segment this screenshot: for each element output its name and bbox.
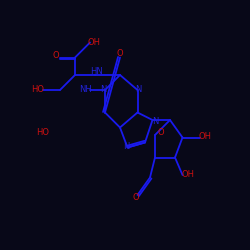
Text: HO: HO — [32, 86, 44, 94]
Text: HO: HO — [36, 128, 49, 137]
Text: OH: OH — [181, 170, 194, 179]
Text: HN: HN — [90, 67, 103, 76]
Text: OH: OH — [87, 38, 100, 47]
Text: OH: OH — [198, 132, 211, 141]
Text: N: N — [100, 86, 107, 94]
Text: N: N — [152, 117, 158, 126]
Text: N: N — [123, 142, 130, 151]
Text: O: O — [157, 128, 164, 137]
Text: NH: NH — [79, 86, 92, 94]
Text: N: N — [136, 86, 142, 94]
Text: O: O — [53, 51, 60, 60]
Text: O: O — [117, 49, 123, 58]
Text: O: O — [133, 194, 140, 202]
